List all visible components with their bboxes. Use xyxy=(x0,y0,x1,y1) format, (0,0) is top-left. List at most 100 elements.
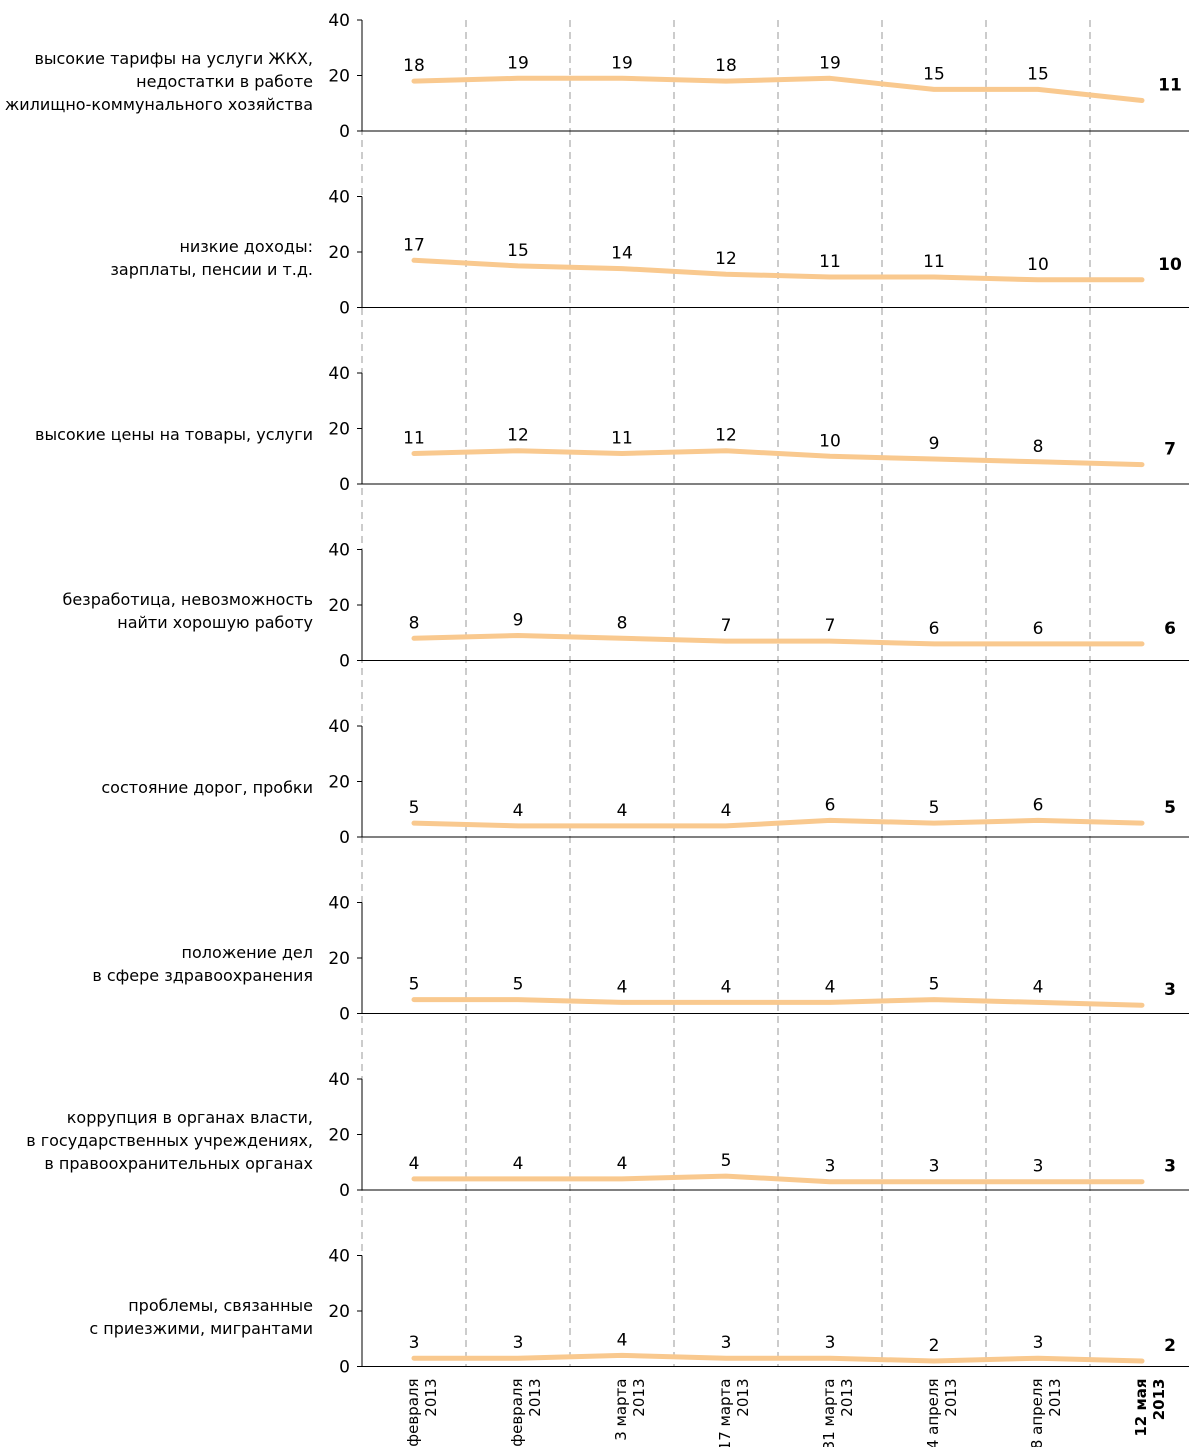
x-tick-label-line: 2013 xyxy=(838,1379,856,1417)
data-label: 8 xyxy=(409,613,420,633)
data-label: 3 xyxy=(1033,1333,1044,1353)
y-tick-label: 20 xyxy=(328,243,350,263)
y-tick-label: 40 xyxy=(328,11,350,31)
series-line xyxy=(411,817,1145,829)
data-label: 4 xyxy=(409,1154,420,1174)
panel-label: проблемы, связанные xyxy=(128,1296,313,1315)
data-label: 12 xyxy=(715,249,737,269)
y-tick-label: 0 xyxy=(339,1181,350,1201)
data-label: 2 xyxy=(929,1336,940,1356)
y-tick-label: 20 xyxy=(328,949,350,969)
x-tick-label: 31 марта 2013 xyxy=(820,1379,856,1451)
data-label: 6 xyxy=(1033,795,1044,815)
data-label: 5 xyxy=(929,798,940,818)
data-label: 11 xyxy=(1158,75,1182,95)
x-tick-label-line: 17 марта xyxy=(716,1379,734,1448)
x-tick-label-line: 2013 xyxy=(942,1379,960,1417)
data-label: 2 xyxy=(1164,1336,1176,1356)
y-tick-label: 0 xyxy=(339,652,350,672)
data-label: 3 xyxy=(409,1333,420,1353)
panel-label: зарплаты, пенсии и т.д. xyxy=(110,260,313,279)
panel-label: недостатки в работе xyxy=(136,72,313,91)
data-label: 3 xyxy=(1164,1157,1176,1177)
data-label: 12 xyxy=(715,426,737,446)
data-label: 9 xyxy=(929,434,940,454)
data-label: 8 xyxy=(617,613,628,633)
data-label: 4 xyxy=(721,977,732,997)
data-label: 3 xyxy=(721,1333,732,1353)
x-tick-label: 17 февраля 2013 xyxy=(508,1379,544,1451)
data-label: 3 xyxy=(513,1333,524,1353)
panel-label: найти хорошую работу xyxy=(117,613,313,632)
x-tick-label: 12 мая 2013 xyxy=(1132,1379,1168,1437)
x-tick-label-line: 3 февраля xyxy=(404,1379,422,1448)
series-line xyxy=(411,257,1145,283)
panel-label: состояние дорог, пробки xyxy=(101,778,313,797)
data-label: 3 xyxy=(1164,980,1176,1000)
y-tick-label: 20 xyxy=(328,420,350,440)
data-label: 4 xyxy=(617,1330,628,1350)
panel-label: в государственных учреждениях, xyxy=(26,1131,313,1150)
data-label: 11 xyxy=(403,428,425,448)
x-tick-label-line: 28 апреля xyxy=(1028,1379,1046,1448)
series-line xyxy=(411,448,1145,468)
data-label: 4 xyxy=(513,801,524,821)
data-label: 10 xyxy=(1027,255,1049,275)
data-label: 4 xyxy=(617,977,628,997)
data-label: 6 xyxy=(929,619,940,639)
data-label: 10 xyxy=(819,431,841,451)
series-line xyxy=(411,633,1145,647)
y-tick-label: 20 xyxy=(328,773,350,793)
panel-label: с приезжими, мигрантами xyxy=(89,1319,313,1338)
x-tick-label-line: 2013 xyxy=(734,1379,752,1417)
series-line xyxy=(411,75,1145,103)
y-tick-label: 20 xyxy=(328,67,350,87)
series-line xyxy=(411,997,1145,1008)
x-tick-label: 14 апреля 2013 xyxy=(924,1379,960,1451)
panel-label: высокие цены на товары, услуги xyxy=(35,425,313,444)
y-tick-label: 20 xyxy=(328,596,350,616)
data-label: 5 xyxy=(721,1151,732,1171)
y-tick-label: 0 xyxy=(339,475,350,495)
y-tick-label: 40 xyxy=(328,364,350,384)
data-label: 11 xyxy=(819,252,841,272)
data-label: 8 xyxy=(1033,437,1044,457)
data-label: 11 xyxy=(611,428,633,448)
data-label: 6 xyxy=(1033,619,1044,639)
y-tick-label: 0 xyxy=(339,1358,350,1378)
x-tick-label-line: 17 февраля xyxy=(508,1379,526,1448)
data-label: 3 xyxy=(929,1157,940,1177)
y-tick-label: 0 xyxy=(339,828,350,848)
data-label: 17 xyxy=(403,235,425,255)
x-tick-label-line: 14 апреля xyxy=(924,1379,942,1448)
x-tick-label: 17 марта 2013 xyxy=(716,1379,752,1451)
data-label: 7 xyxy=(825,616,836,636)
series-line xyxy=(411,1173,1145,1185)
x-tick-label-line: 2013 xyxy=(422,1379,440,1417)
data-label: 18 xyxy=(403,56,425,76)
y-tick-label: 0 xyxy=(339,299,350,319)
data-label: 19 xyxy=(611,53,633,73)
panel-label: жилищно-коммунального хозяйства xyxy=(5,95,313,114)
data-label: 19 xyxy=(507,53,529,73)
data-label: 4 xyxy=(617,1154,628,1174)
y-tick-label: 40 xyxy=(328,717,350,737)
data-label: 4 xyxy=(825,977,836,997)
data-label: 5 xyxy=(929,975,940,995)
data-label: 6 xyxy=(825,795,836,815)
data-label: 4 xyxy=(513,1154,524,1174)
panel-label: безработица, невозможность xyxy=(62,590,313,609)
y-tick-label: 0 xyxy=(339,122,350,142)
x-tick-label: 28 апреля 2013 xyxy=(1028,1379,1064,1451)
data-label: 19 xyxy=(819,53,841,73)
x-tick-label-line: 2013 xyxy=(1046,1379,1064,1417)
data-label: 5 xyxy=(409,798,420,818)
panel-label: высокие тарифы на услуги ЖКХ, xyxy=(34,49,313,68)
data-label: 9 xyxy=(513,611,524,631)
data-label: 12 xyxy=(507,426,529,446)
data-label: 5 xyxy=(513,975,524,995)
data-label: 3 xyxy=(825,1333,836,1353)
data-label: 4 xyxy=(1033,977,1044,997)
data-label: 4 xyxy=(721,801,732,821)
